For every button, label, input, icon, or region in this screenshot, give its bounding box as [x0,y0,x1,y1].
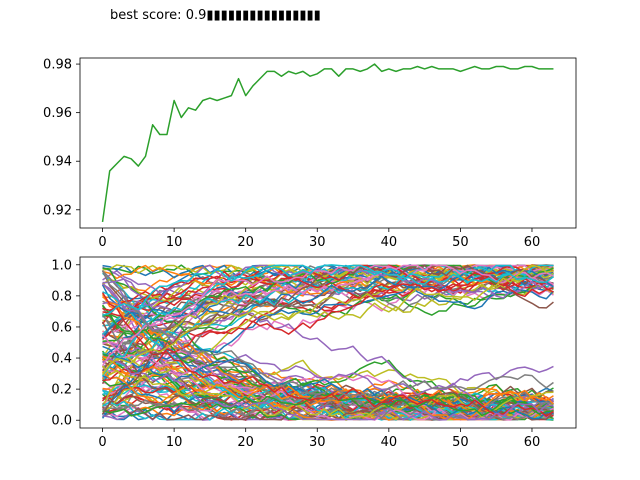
plot-area [101,63,554,223]
y-tick-label: 0.0 [51,414,72,429]
y-tick-label: 1.0 [51,258,72,273]
y-tick-label: 0.6 [51,320,72,335]
y-tick-label: 0.94 [43,155,72,170]
x-tick-label: 60 [524,435,541,450]
x-tick-label: 0 [98,235,106,250]
bottom-axes: 0 10 20 30 40 50 60 0.0 0.2 0.4 0.6 0.8 1.0 [51,256,577,450]
series-line [102,270,554,302]
best-score-text: best score: 0.9▮▮▮▮▮▮▮▮▮▮▮▮▮▮▮▮ [110,8,321,23]
series-line [101,264,554,325]
x-tick-label: 30 [309,235,326,250]
top-axes: 0 10 20 30 40 50 60 0.92 0.94 0.96 0.98 [43,57,577,250]
x-tick-label: 20 [237,235,254,250]
series-line [101,365,554,421]
x-tick-label: 50 [452,435,469,450]
x-tick-label: 0 [98,435,106,450]
series-line [101,284,554,416]
series-line [102,264,554,309]
series-line [102,375,554,415]
series-line [102,272,554,382]
y-tick-label: 0.8 [51,289,72,304]
series-line [102,264,554,295]
x-tick-label: 60 [524,235,541,250]
y-tick-label: 0.96 [43,106,72,121]
x-tick-label: 40 [381,435,398,450]
y-tick-label: 0.92 [43,203,72,218]
axes-frame [79,256,577,429]
x-tick-label: 10 [166,235,183,250]
series-line [102,314,554,418]
x-tick-label: 30 [309,435,326,450]
series-line [101,292,554,417]
y-tick-label: 0.2 [51,383,72,398]
x-tick-label: 40 [381,235,398,250]
series-line [102,264,554,340]
series-line [102,391,554,417]
series-line [101,264,554,367]
series-line [102,278,554,391]
series-line [102,264,554,316]
series-line [101,270,554,399]
series-line [101,264,554,375]
x-tick-label: 50 [452,235,469,250]
y-tick-label: 0.98 [43,58,72,73]
y-tick-label: 0.4 [51,352,72,367]
x-tick-label: 20 [237,435,254,450]
series-line [102,284,554,396]
series-line [101,264,554,382]
plot-area [101,264,554,421]
x-tick-label: 10 [166,435,183,450]
score-series-line [101,63,554,223]
axes-frame [79,57,577,229]
series-line [102,358,554,421]
